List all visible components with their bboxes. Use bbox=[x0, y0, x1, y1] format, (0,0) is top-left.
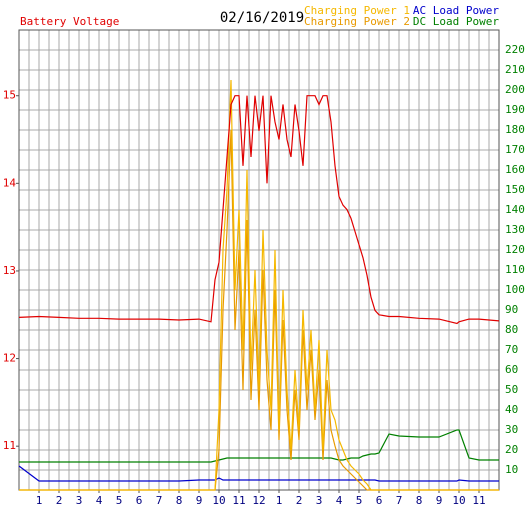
y-tick-label: 11 bbox=[3, 439, 16, 452]
legend-label: DC Load Power bbox=[413, 15, 499, 28]
y2-tick-label: 40 bbox=[505, 403, 518, 416]
x-tick-label: 4 bbox=[96, 494, 103, 507]
y2-tick-label: 110 bbox=[505, 263, 525, 276]
series-line bbox=[19, 429, 499, 463]
y-tick-label: 14 bbox=[3, 176, 17, 189]
y2-tick-label: 30 bbox=[505, 423, 518, 436]
y-tick-label: 15 bbox=[3, 89, 16, 102]
x-tick-label: 11 bbox=[232, 494, 245, 507]
series-line bbox=[18, 95, 500, 325]
y2-tick-label: 90 bbox=[505, 303, 518, 316]
series-line bbox=[18, 465, 499, 482]
x-tick-label: 5 bbox=[116, 494, 123, 507]
x-tick-label: 7 bbox=[156, 494, 163, 507]
y2-tick-label: 190 bbox=[505, 103, 525, 116]
x-tick-label: 3 bbox=[316, 494, 323, 507]
y2-tick-label: 180 bbox=[505, 123, 525, 136]
legend-label: Battery Voltage bbox=[20, 15, 119, 28]
plot-frame bbox=[18, 29, 500, 491]
y2-tick-label: 140 bbox=[505, 203, 525, 216]
x-tick-label: 5 bbox=[356, 494, 363, 507]
y2-tick-label: 20 bbox=[505, 443, 518, 456]
x-tick-label: 12 bbox=[252, 494, 265, 507]
y2-tick-label: 170 bbox=[505, 143, 525, 156]
x-tick-label: 8 bbox=[176, 494, 183, 507]
y2-tick-label: 130 bbox=[505, 223, 525, 236]
x-tick-label: 2 bbox=[56, 494, 63, 507]
series-line bbox=[19, 79, 499, 491]
legend-label: Charging Power 2 bbox=[304, 15, 410, 28]
x-tick-label: 8 bbox=[416, 494, 423, 507]
y2-tick-label: 220 bbox=[505, 43, 525, 56]
x-tick-label: 2 bbox=[296, 494, 303, 507]
x-tick-label: 9 bbox=[436, 494, 443, 507]
x-tick-label: 6 bbox=[136, 494, 143, 507]
legend-label: Charging Power 1 bbox=[304, 4, 410, 17]
x-tick-label: 7 bbox=[396, 494, 403, 507]
y2-tick-label: 100 bbox=[505, 283, 525, 296]
x-tick-label: 10 bbox=[212, 494, 225, 507]
y2-tick-label: 210 bbox=[505, 63, 525, 76]
x-tick-label: 1 bbox=[36, 494, 43, 507]
y2-tick-label: 50 bbox=[505, 383, 518, 396]
x-tick-label: 10 bbox=[452, 494, 465, 507]
x-tick-label: 11 bbox=[472, 494, 485, 507]
x-tick-label: 9 bbox=[196, 494, 203, 507]
y2-tick-label: 60 bbox=[505, 363, 518, 376]
legend-label: AC Load Power bbox=[413, 4, 499, 17]
y2-tick-label: 120 bbox=[505, 243, 525, 256]
chart-title: 02/16/2019 bbox=[220, 10, 304, 26]
y-tick-label: 13 bbox=[3, 264, 16, 277]
y2-tick-label: 80 bbox=[505, 323, 518, 336]
y2-tick-label: 160 bbox=[505, 163, 525, 176]
y2-tick-label: 10 bbox=[505, 463, 518, 476]
y2-tick-label: 200 bbox=[505, 83, 525, 96]
x-tick-label: 6 bbox=[376, 494, 383, 507]
x-tick-label: 3 bbox=[76, 494, 83, 507]
y-tick-label: 12 bbox=[3, 352, 16, 365]
y2-tick-label: 70 bbox=[505, 343, 518, 356]
x-tick-label: 1 bbox=[276, 494, 283, 507]
y2-tick-label: 150 bbox=[505, 183, 525, 196]
x-tick-label: 4 bbox=[336, 494, 343, 507]
